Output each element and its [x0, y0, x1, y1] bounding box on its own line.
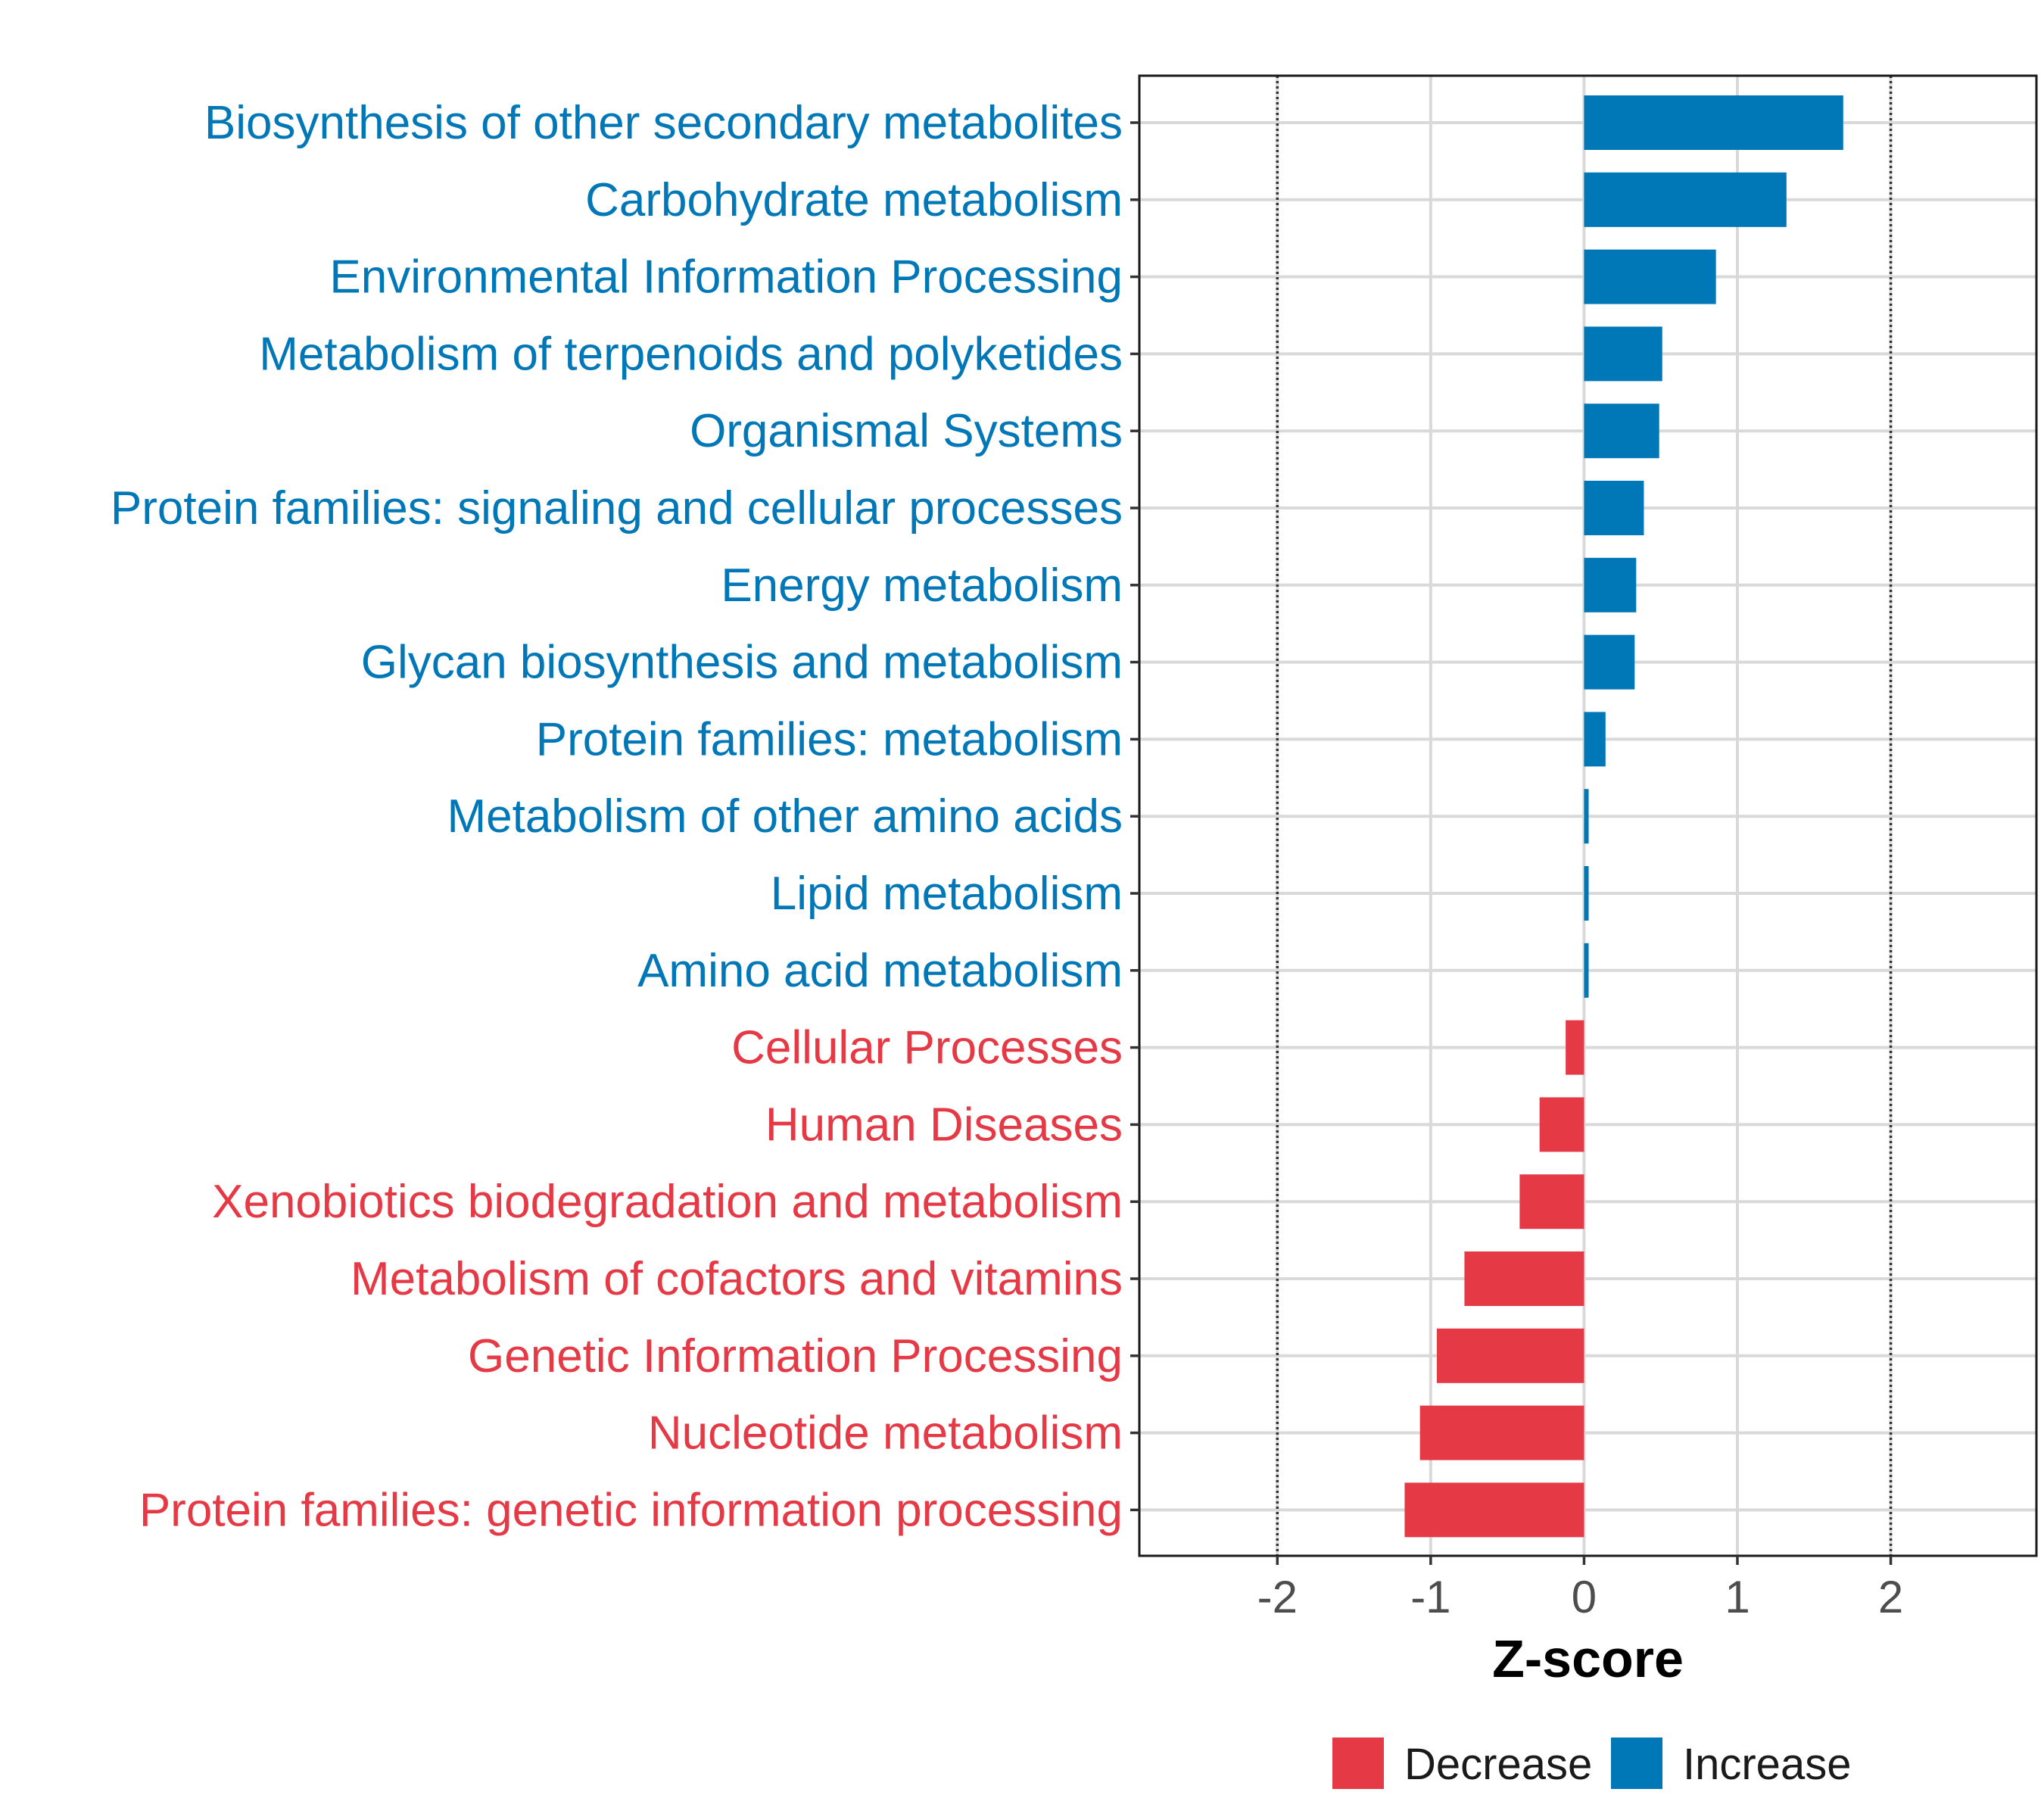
category-label: Metabolism of other amino acids	[447, 790, 1123, 843]
bar	[1584, 481, 1644, 535]
category-label: Lipid metabolism	[771, 868, 1123, 920]
x-tick-label: -2	[1257, 1572, 1298, 1622]
x-tick-label: -1	[1410, 1572, 1450, 1622]
legend-label-increase: Increase	[1683, 1740, 1851, 1789]
y-axis: Biosynthesis of other secondary metaboli…	[111, 97, 1139, 1536]
x-tick-label: 0	[1572, 1572, 1597, 1622]
category-label: Cellular Processes	[731, 1022, 1123, 1074]
bar	[1539, 1097, 1584, 1152]
legend-label-decrease: Decrease	[1404, 1740, 1592, 1789]
category-label: Xenobiotics biodegradation and metabolis…	[212, 1176, 1123, 1228]
category-label: Energy metabolism	[721, 559, 1123, 612]
bar	[1404, 1482, 1584, 1538]
bar	[1584, 634, 1635, 690]
category-label: Protein families: metabolism	[536, 713, 1123, 765]
category-label: Human Diseases	[765, 1099, 1123, 1151]
bar	[1584, 557, 1637, 612]
category-label: Protein families: signaling and cellular…	[111, 482, 1123, 535]
legend-swatch-decrease	[1332, 1738, 1384, 1789]
bar	[1584, 95, 1843, 150]
bar	[1584, 866, 1589, 921]
category-label: Genetic Information Processing	[468, 1330, 1123, 1382]
x-tick-label: 2	[1878, 1572, 1903, 1622]
grid-layer	[1139, 76, 2036, 1556]
bar	[1519, 1174, 1584, 1230]
category-label: Biosynthesis of other secondary metaboli…	[204, 97, 1123, 149]
bar	[1566, 1020, 1584, 1075]
bars	[1404, 95, 1843, 1538]
x-axis: -2 -1 0 1 2	[1257, 1556, 1903, 1622]
bar	[1436, 1328, 1584, 1383]
bar	[1584, 172, 1787, 227]
category-label: Glycan biosynthesis and metabolism	[361, 637, 1123, 689]
category-label: Protein families: genetic information pr…	[139, 1484, 1123, 1536]
legend-swatch-increase	[1611, 1738, 1662, 1789]
bar	[1584, 943, 1589, 998]
category-label: Environmental Information Processing	[329, 251, 1123, 304]
x-axis-title: Z-score	[1492, 1629, 1684, 1688]
category-label: Organismal Systems	[690, 405, 1123, 457]
category-label: Metabolism of cofactors and vitamins	[351, 1253, 1123, 1305]
bar	[1419, 1405, 1584, 1460]
bar	[1584, 404, 1659, 459]
bar	[1464, 1251, 1584, 1306]
category-label: Metabolism of terpenoids and polyketides	[259, 328, 1123, 380]
category-label: Carbohydrate metabolism	[585, 174, 1123, 226]
x-tick-label: 1	[1725, 1572, 1750, 1622]
category-label: Nucleotide metabolism	[648, 1407, 1123, 1460]
category-label: Amino acid metabolism	[637, 945, 1123, 997]
bar	[1584, 712, 1606, 767]
legend: Decrease Increase	[1332, 1738, 1851, 1789]
bar	[1584, 789, 1589, 844]
bar	[1584, 249, 1716, 304]
bar	[1584, 326, 1662, 382]
